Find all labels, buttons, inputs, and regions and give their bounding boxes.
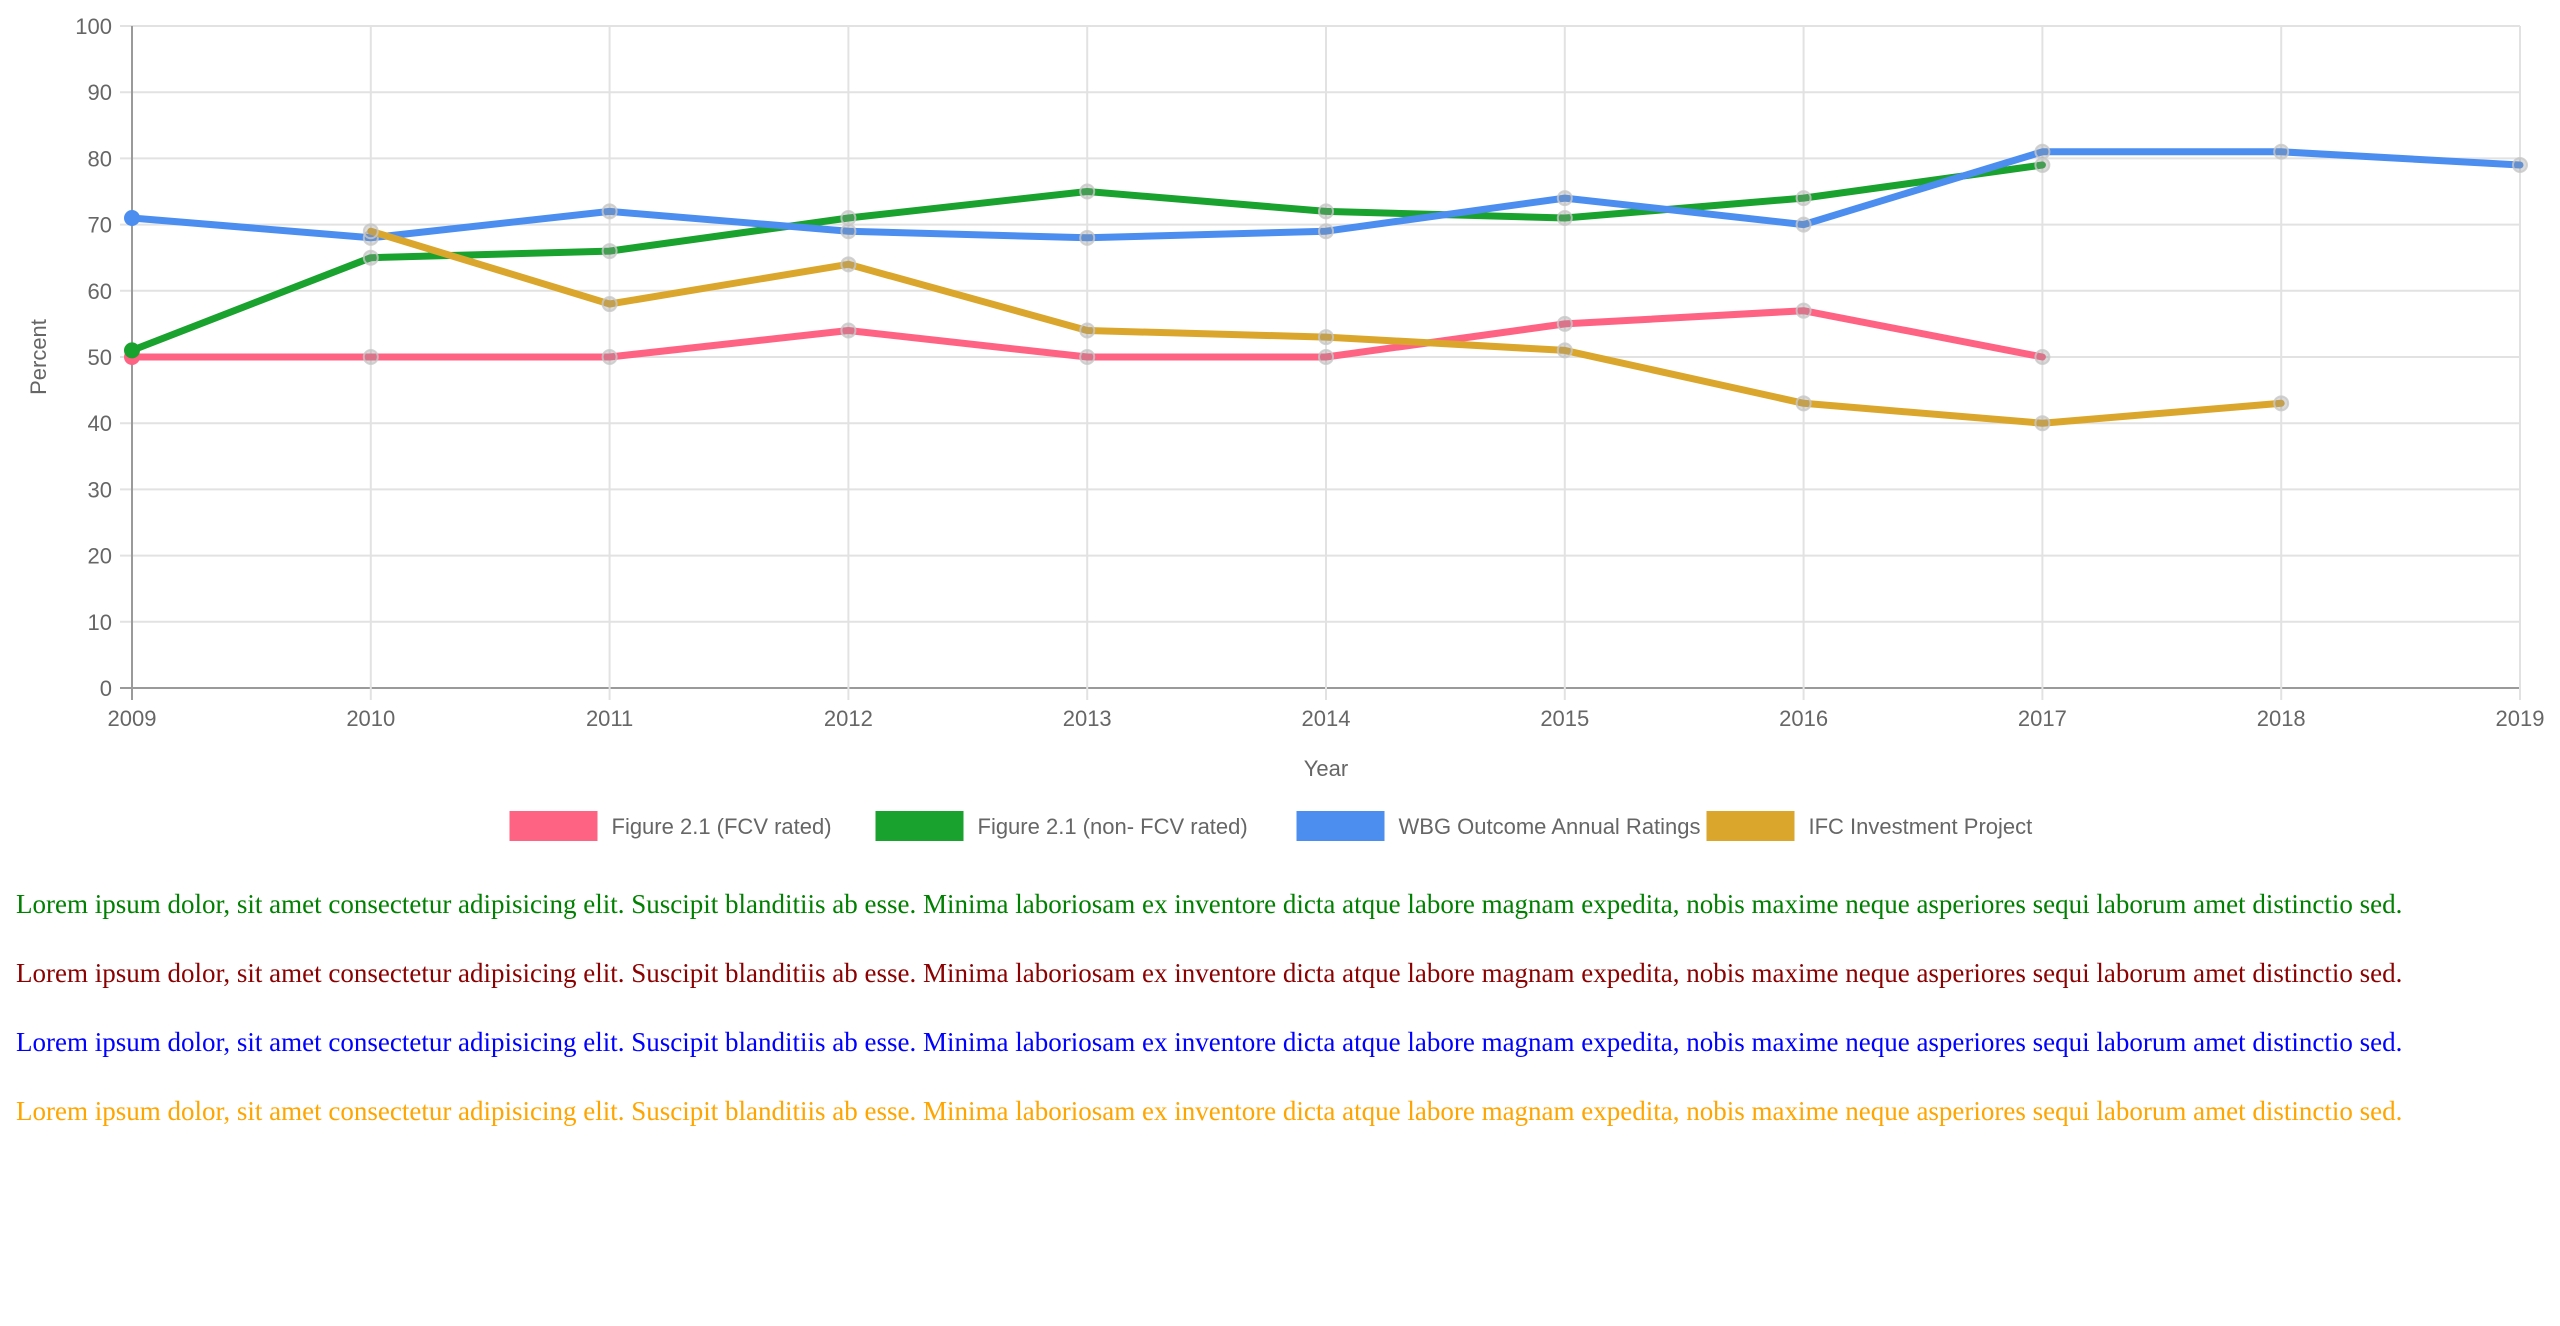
- legend-swatch: [875, 811, 964, 841]
- axes: 0 10 20 30 40 50 60 70 80 90 100 2009 2010 2011 2012 20…: [26, 14, 2544, 781]
- legend-label: Figure 2.1 (non- FCV rated): [978, 814, 1248, 839]
- data-point[interactable]: [2034, 157, 2051, 174]
- x-tick-label: 2013: [1063, 706, 1112, 731]
- x-tick-label: 2017: [2018, 706, 2067, 731]
- data-point[interactable]: [124, 342, 140, 359]
- data-point[interactable]: [1556, 190, 1573, 207]
- data-point[interactable]: [1556, 342, 1573, 359]
- x-tick-label: 2019: [2496, 706, 2545, 731]
- paragraph-blue: Lorem ipsum dolor, sit amet consectetur …: [16, 1027, 2403, 1057]
- data-point[interactable]: [362, 249, 379, 266]
- series-3: [362, 223, 2290, 432]
- data-point[interactable]: [1318, 329, 1334, 346]
- data-point[interactable]: [362, 349, 379, 365]
- x-tick-label: 2012: [824, 706, 873, 731]
- x-tick-label: 2015: [1540, 706, 1589, 731]
- y-tick-label: 70: [88, 213, 112, 238]
- legend-item-3[interactable]: IFC Investment Project: [1706, 811, 2033, 841]
- y-tick-label: 30: [88, 477, 112, 502]
- legend-label: WBG Outcome Annual Ratings: [1399, 814, 1701, 839]
- paragraph-green: Lorem ipsum dolor, sit amet consectetur …: [16, 889, 2403, 919]
- x-tick-label: 2010: [346, 706, 395, 731]
- x-tick-label: 2016: [1779, 706, 1828, 731]
- y-tick-label: 20: [88, 544, 112, 569]
- legend-item-0[interactable]: Figure 2.1 (FCV rated): [509, 811, 832, 841]
- paragraph-list: Lorem ipsum dolor, sit amet consectetur …: [16, 886, 2496, 1162]
- series-2: [124, 143, 2528, 246]
- x-tick-label: 2011: [586, 706, 633, 731]
- data-point[interactable]: [2034, 415, 2051, 432]
- data-point[interactable]: [1795, 395, 1812, 412]
- legend-label: Figure 2.1 (FCV rated): [612, 814, 832, 839]
- legend: Figure 2.1 (FCV rated) Figure 2.1 (non- F…: [509, 811, 2033, 841]
- data-point[interactable]: [1556, 209, 1573, 226]
- data-point[interactable]: [601, 243, 618, 260]
- data-point[interactable]: [1079, 322, 1096, 339]
- series-0: [124, 302, 2051, 365]
- data-point[interactable]: [601, 296, 618, 313]
- data-point[interactable]: [2273, 395, 2290, 412]
- data-point[interactable]: [840, 209, 857, 226]
- y-tick-label: 50: [88, 345, 112, 370]
- data-point[interactable]: [1079, 183, 1096, 200]
- x-tick-label: 2009: [108, 706, 157, 731]
- series-line: [367, 227, 2285, 427]
- x-axis-title: Year: [1304, 756, 1348, 781]
- y-tick-label: 0: [100, 676, 112, 701]
- y-tick-label: 90: [88, 80, 112, 105]
- data-point[interactable]: [2034, 349, 2051, 365]
- paragraph-darkred: Lorem ipsum dolor, sit amet consectetur …: [16, 958, 2403, 988]
- data-point[interactable]: [1318, 349, 1334, 365]
- paragraph-orange: Lorem ipsum dolor, sit amet consectetur …: [16, 1096, 2403, 1126]
- data-point[interactable]: [840, 223, 857, 240]
- legend-swatch: [509, 811, 598, 841]
- data-point[interactable]: [601, 349, 618, 365]
- legend-swatch: [1706, 811, 1795, 841]
- data-point[interactable]: [1795, 302, 1812, 319]
- data-point[interactable]: [362, 223, 379, 240]
- data-point[interactable]: [2034, 143, 2051, 160]
- data-point[interactable]: [1318, 223, 1334, 240]
- data-point[interactable]: [1795, 190, 1812, 207]
- y-tick-label: 80: [88, 146, 112, 171]
- data-point[interactable]: [840, 256, 857, 273]
- data-point[interactable]: [601, 203, 618, 220]
- data-point[interactable]: [1079, 349, 1096, 365]
- line-chart: 0 10 20 30 40 50 60 70 80 90 100 2009 2010 2011 2012 20…: [26, 14, 2544, 841]
- series-lines: [124, 143, 2528, 432]
- legend-item-2[interactable]: WBG Outcome Annual Ratings: [1296, 811, 1701, 841]
- data-point[interactable]: [124, 209, 140, 226]
- y-axis-title: Percent: [26, 319, 51, 395]
- legend-swatch: [1296, 811, 1385, 841]
- grid: [120, 25, 2521, 700]
- x-tick-label: 2014: [1302, 706, 1351, 731]
- x-tick-label: 2018: [2257, 706, 2306, 731]
- data-point[interactable]: [1556, 315, 1573, 332]
- data-point[interactable]: [840, 322, 857, 339]
- y-tick-label: 60: [88, 279, 112, 304]
- data-point[interactable]: [1795, 216, 1812, 233]
- series-line: [128, 148, 2524, 242]
- data-point[interactable]: [1079, 229, 1096, 246]
- chart-canvas: 0 10 20 30 40 50 60 70 80 90 100 2009 2010 2011 2012 20…: [26, 14, 2544, 841]
- data-point[interactable]: [2273, 143, 2290, 160]
- y-tick-label: 10: [88, 610, 112, 635]
- y-tick-label: 100: [75, 14, 112, 39]
- data-point[interactable]: [2512, 157, 2528, 174]
- legend-item-1[interactable]: Figure 2.1 (non- FCV rated): [875, 811, 1248, 841]
- legend-label: IFC Investment Project: [1809, 814, 2033, 839]
- series-line: [128, 307, 2046, 361]
- y-tick-label: 40: [88, 411, 112, 436]
- data-point[interactable]: [1318, 203, 1334, 220]
